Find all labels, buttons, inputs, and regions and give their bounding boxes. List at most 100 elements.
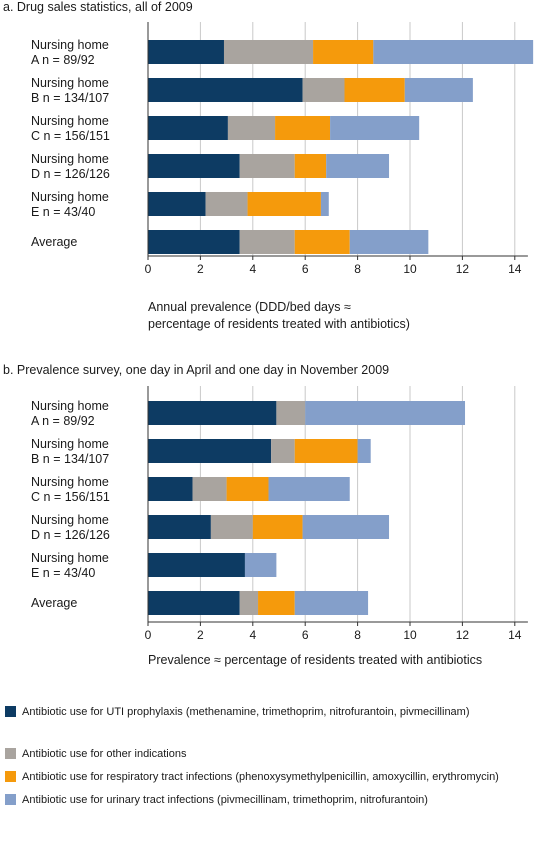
bar-segment-urinary [357,439,371,463]
category-label: Nursing home [31,513,109,527]
bar-segment-urinary [404,78,473,102]
bar-segment-urinary [349,230,429,254]
bar-segment-other-indications [302,78,345,102]
category-label: Nursing home [31,190,109,204]
category-label: E n = 43/40 [31,566,95,580]
bar-segment-respiratory [313,40,374,64]
bar-segment-uti-prophylaxis [148,591,240,615]
x-axis-label: Prevalence ≈ percentage of residents tre… [148,653,482,667]
bar-segment-urinary [294,591,369,615]
legend-swatch [5,706,16,717]
x-tick-label: 10 [403,628,417,642]
legend-swatch [5,771,16,782]
category-label: Nursing home [31,38,109,52]
bar-segment-other-indications [210,515,253,539]
bar-segment-uti-prophylaxis [148,40,224,64]
bar-segment-respiratory [344,78,405,102]
bar-segment-other-indications [205,192,248,216]
x-tick-label: 10 [403,262,417,276]
legend-label: Antibiotic use for respiratory tract inf… [22,771,499,783]
x-tick-label: 12 [456,628,470,642]
bar-segment-other-indications [227,116,276,140]
bar-segment-urinary [330,116,420,140]
bar-segment-urinary [268,477,350,501]
x-tick-label: 6 [302,262,309,276]
legend-label: Antibiotic use for UTI prophylaxis (meth… [22,706,470,718]
legend-label: Antibiotic use for urinary tract infecti… [22,794,428,806]
chart-a-title: a. Drug sales statistics, all of 2009 [3,0,193,14]
chart-b-title: b. Prevalence survey, one day in April a… [3,363,390,377]
category-label: Nursing home [31,152,109,166]
category-label: D n = 126/126 [31,167,110,181]
bar-segment-respiratory [294,230,350,254]
x-tick-label: 14 [508,628,522,642]
category-label: A n = 89/92 [31,53,95,67]
bar-segment-respiratory [252,515,303,539]
legend-item-uti-prophylaxis: Antibiotic use for UTI prophylaxis (meth… [5,705,532,719]
x-tick-label: 8 [354,262,361,276]
x-tick-label: 4 [249,628,256,642]
x-tick-label: 0 [145,262,152,276]
bar-segment-urinary [244,553,277,577]
bar-segment-respiratory [258,591,295,615]
x-tick-label: 0 [145,628,152,642]
bar-segment-uti-prophylaxis [148,230,240,254]
category-label: Nursing home [31,399,109,413]
bar-segment-respiratory [294,154,327,178]
bar-segment-other-indications [271,439,295,463]
legend-item-urinary: Antibiotic use for urinary tract infecti… [5,793,532,807]
category-label: E n = 43/40 [31,205,95,219]
category-label: B n = 134/107 [31,452,109,466]
category-label: A n = 89/92 [31,414,95,428]
legend-item-respiratory: Antibiotic use for respiratory tract inf… [5,770,532,784]
x-tick-label: 8 [354,628,361,642]
bar-segment-urinary [302,515,390,539]
category-label: Average [31,596,77,610]
x-tick-label: 12 [456,262,470,276]
bar-segment-uti-prophylaxis [148,515,211,539]
bar-segment-uti-prophylaxis [148,192,206,216]
category-label: Average [31,235,77,249]
category-label: D n = 126/126 [31,528,110,542]
bar-segment-uti-prophylaxis [148,401,277,425]
bar-segment-respiratory [294,439,358,463]
category-label: Nursing home [31,114,109,128]
category-label: Nursing home [31,76,109,90]
bar-segment-other-indications [192,477,227,501]
bar-segment-other-indications [223,40,314,64]
category-label: Nursing home [31,475,109,489]
bar-segment-uti-prophylaxis [148,116,228,140]
bar-segment-other-indications [276,401,306,425]
legend-swatch [5,794,16,805]
x-axis-label: Annual prevalence (DDD/bed days ≈ [148,300,351,314]
category-label: Nursing home [31,437,109,451]
category-label: C n = 156/151 [31,490,110,504]
legend-label: Antibiotic use for other indications [22,748,187,760]
bar-segment-uti-prophylaxis [148,553,245,577]
bar-segment-urinary [373,40,534,64]
x-tick-label: 14 [508,262,522,276]
bar-segment-urinary [326,154,390,178]
bar-segment-urinary [320,192,329,216]
x-tick-label: 2 [197,628,204,642]
bar-segment-urinary [305,401,466,425]
x-tick-label: 6 [302,628,309,642]
bar-segment-respiratory [275,116,331,140]
bar-segment-other-indications [239,154,295,178]
x-axis-label: percentage of residents treated with ant… [148,317,410,331]
bar-segment-respiratory [247,192,321,216]
bar-segment-uti-prophylaxis [148,477,193,501]
bar-segment-other-indications [239,230,295,254]
bar-segment-respiratory [226,477,269,501]
legend-item-other-indications: Antibiotic use for other indications [5,747,532,761]
category-label: B n = 134/107 [31,91,109,105]
bar-segment-uti-prophylaxis [148,439,272,463]
x-tick-label: 4 [249,262,256,276]
bar-segment-uti-prophylaxis [148,78,303,102]
category-label: C n = 156/151 [31,129,110,143]
bar-segment-uti-prophylaxis [148,154,240,178]
bar-segment-other-indications [239,591,259,615]
x-tick-label: 2 [197,262,204,276]
